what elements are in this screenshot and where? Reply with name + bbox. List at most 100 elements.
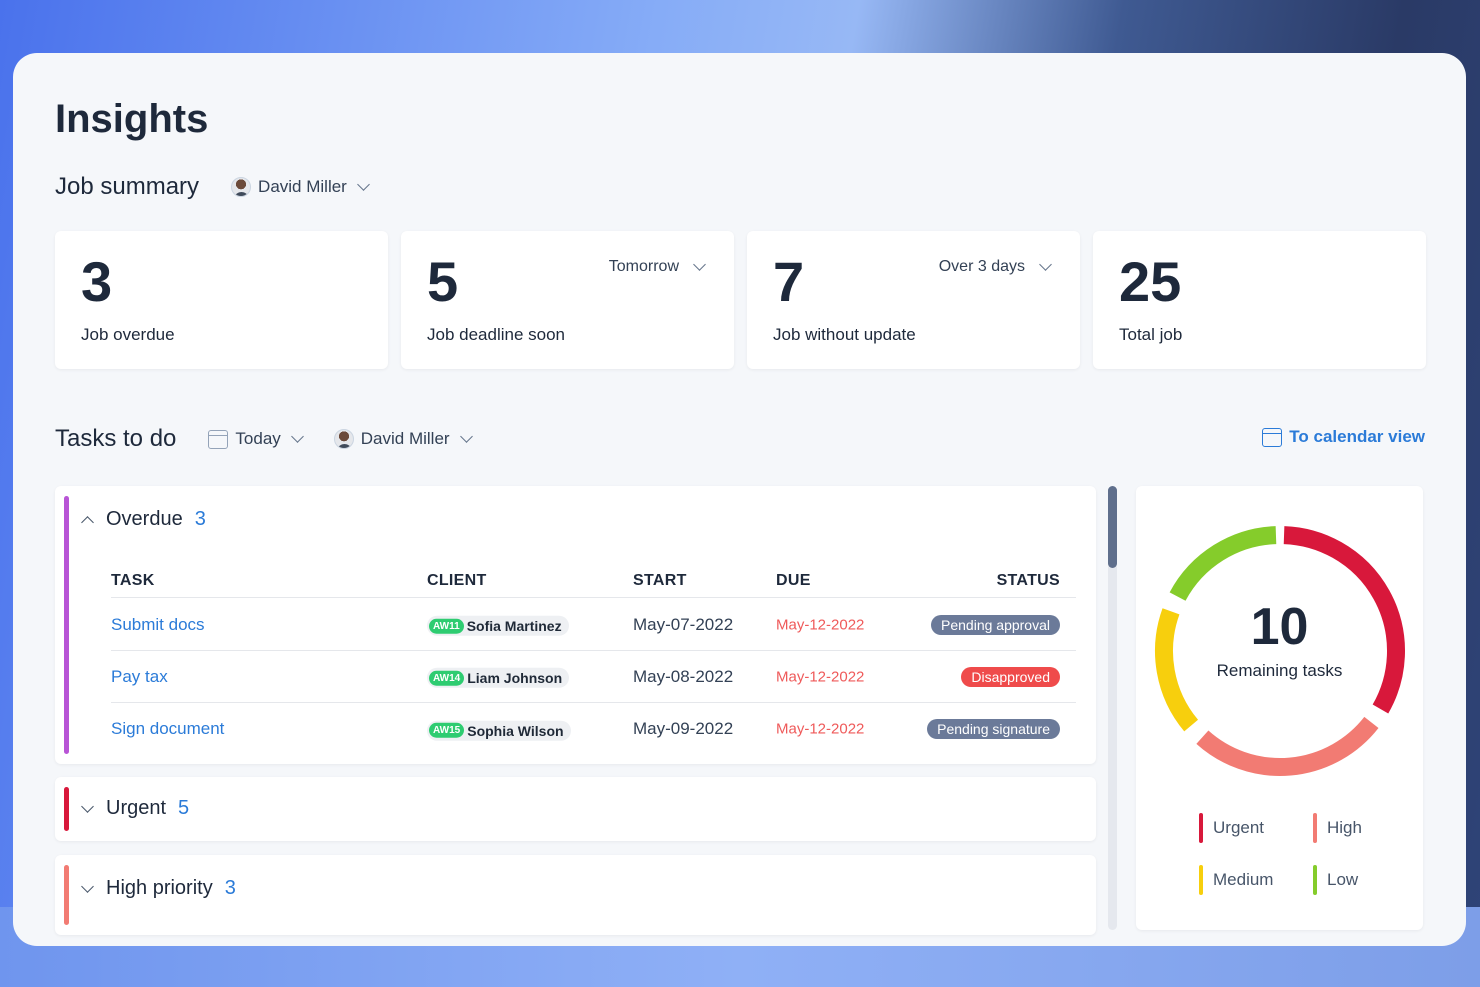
user-name: David Miller [360,429,450,448]
legend-item-high: High [1313,813,1413,843]
date-filter-select[interactable]: Today [208,429,304,449]
deadline-filter-select[interactable]: Tomorrow [608,258,706,276]
summary-cards: 3 Job overdue 5 Job deadline soon Tomorr… [55,231,1426,369]
client-name: Sofia Martinez [466,617,562,634]
status-label: Disapproved [961,666,1060,687]
legend-label: High [1327,818,1362,837]
column-header-start[interactable]: START [633,571,687,589]
donut-arc-low [1169,526,1277,601]
status-badge: Pending signature [927,719,1060,739]
card-label: Job deadline soon [427,325,566,344]
remaining-label: Remaining tasks [1216,661,1343,680]
client-tag: AW14 [429,670,465,686]
chevron-down-icon [693,258,706,271]
group-toggle-high-priority[interactable]: High priority 3 [81,877,236,900]
card-job-overdue[interactable]: 3 Job overdue [55,231,388,369]
calendar-view-link[interactable]: To calendar view [1262,427,1425,447]
group-name: Overdue [106,508,183,530]
group-toggle-urgent[interactable]: Urgent 5 [81,797,190,820]
legend-label: Low [1327,870,1359,889]
group-count: 5 [178,797,190,819]
task-list-scrollbar[interactable] [1108,486,1117,930]
client-chip[interactable]: AW15 Sophia Wilson [427,718,571,741]
client-name: Liam Johnson [467,669,563,686]
legend-item-low: Low [1313,865,1413,895]
table-header: TASK CLIENT START DUE STATUS [111,564,1076,598]
card-label: Job overdue [81,325,175,344]
job-summary-user-select[interactable]: David Miller [231,177,370,197]
card-job-deadline-soon[interactable]: 5 Job deadline soon Tomorrow [401,231,734,369]
task-group-high-priority: High priority 3 [55,855,1096,935]
card-value: 25 [1119,250,1182,313]
card-label: Job without update [773,325,916,344]
client-chip[interactable]: AW14 Liam Johnson [427,665,570,688]
column-header-status[interactable]: STATUS [996,571,1060,589]
user-name: David Miller [258,177,347,196]
job-summary-header: Job summary David Miller [55,173,370,201]
start-date: May-08-2022 [633,666,734,686]
avatar [333,429,354,449]
chevron-down-icon [1039,258,1052,271]
legend-swatch [1199,865,1203,895]
card-job-without-update[interactable]: 7 Job without update Over 3 days [747,231,1080,369]
table-row[interactable]: Pay tax AW14 Liam Johnson May-08-2022 May… [111,651,1076,703]
remaining-tasks-card: 10 Remaining tasks Urgent High Medium Lo… [1136,486,1423,930]
table-row[interactable]: Sign document AW15 Sophia Wilson May-09-2… [111,703,1076,755]
group-accent-bar [64,865,69,925]
legend-label: Urgent [1213,818,1265,837]
legend-swatch [1199,813,1203,843]
remaining-count: 10 [1250,598,1309,656]
client-chip[interactable]: AW11 Sofia Martinez [427,613,569,636]
card-label: Total job [1119,325,1183,344]
filter-value: Tomorrow [608,258,679,275]
column-header-client[interactable]: CLIENT [427,571,487,589]
group-accent-bar [64,496,69,754]
start-date: May-09-2022 [633,719,734,738]
card-value: 7 [773,250,805,313]
update-filter-select[interactable]: Over 3 days [938,258,1052,276]
group-name: Urgent [106,797,167,819]
group-name: High priority [106,877,213,899]
table-row[interactable]: Submit docs AW11 Sofia Martinez May-07-20… [111,599,1076,651]
tasks-title: Tasks to do [55,425,177,452]
calendar-icon [208,429,229,449]
column-header-due[interactable]: DUE [776,571,811,589]
donut-center: 10 Remaining tasks [1136,599,1423,681]
chevron-down-icon [81,799,94,813]
scrollbar-thumb[interactable] [1108,486,1117,568]
task-group-urgent: Urgent 5 [55,777,1096,841]
filter-value: Over 3 days [938,258,1025,275]
tasks-header: Tasks to do Today David Miller [55,425,473,453]
donut-arc-high [1196,716,1379,776]
legend-swatch [1313,865,1317,895]
legend-item-medium: Medium [1199,865,1313,895]
column-header-task[interactable]: TASK [111,571,155,589]
status-badge: Pending approval [931,614,1060,635]
legend-label: Medium [1213,870,1274,889]
donut-legend: Urgent High Medium Low [1199,813,1413,895]
task-link[interactable]: Sign document [111,719,225,738]
card-value: 3 [81,250,113,313]
chevron-down-icon [356,178,370,191]
group-count: 3 [224,877,236,899]
due-date: May-12-2022 [776,668,865,685]
task-link[interactable]: Pay tax [111,666,168,686]
chevron-down-icon [290,430,304,443]
tasks-user-select[interactable]: David Miller [333,429,473,449]
chevron-down-icon [459,430,473,443]
client-tag: AW11 [429,618,464,634]
client-name: Sophia Wilson [467,722,564,739]
job-summary-title: Job summary [55,173,200,200]
start-date: May-07-2022 [633,614,734,634]
calendar-view-label: To calendar view [1289,427,1425,446]
date-filter-value: Today [235,429,281,448]
card-total-job[interactable]: 25 Total job [1093,231,1426,369]
task-link[interactable]: Submit docs [111,614,205,634]
status-label: Pending signature [927,719,1060,739]
card-value: 5 [427,250,459,313]
group-toggle-overdue[interactable]: Overdue 3 [81,508,206,531]
chevron-up-icon [81,515,94,529]
insights-panel: Insights Job summary David Miller 3 Job … [13,53,1466,946]
donut-arc-urgent [1283,526,1405,714]
status-badge: Disapproved [961,666,1060,687]
